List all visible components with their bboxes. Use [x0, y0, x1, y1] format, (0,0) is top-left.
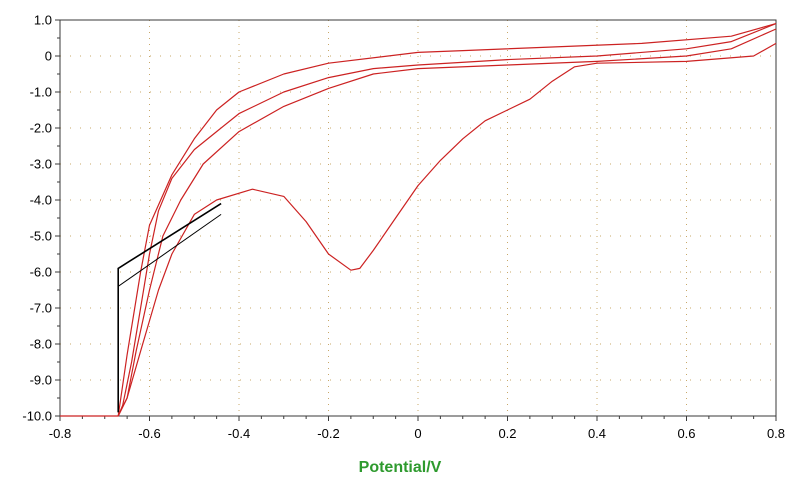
y-tick-label: -4.0	[30, 193, 52, 208]
artifact-line-1	[117, 202, 222, 413]
x-tick-labels: -0.8 -0.6 -0.4 -0.2 0 0.2 0.4 0.6 0.8	[49, 426, 785, 441]
y-tick-label: 0	[45, 49, 52, 64]
artifact-line-2	[117, 213, 222, 287]
y-tick-label: 1.0	[34, 13, 52, 28]
grid-lines	[60, 20, 776, 416]
x-tick-label: 0.8	[767, 426, 785, 441]
x-tick-label: 0.4	[588, 426, 606, 441]
y-tick-label: -5.0	[30, 229, 52, 244]
x-tick-label: -0.4	[228, 426, 250, 441]
y-tick-label: -10.0	[22, 409, 52, 424]
x-axis-title: Potential/V	[359, 459, 442, 476]
series-line-3	[117, 28, 777, 417]
x-tick-label: 0.6	[677, 426, 695, 441]
y-tick-label: -1.0	[30, 85, 52, 100]
x-tick-label: 0	[414, 426, 421, 441]
y-tick-label: -9.0	[30, 373, 52, 388]
y-tick-label: -6.0	[30, 265, 52, 280]
y-tick-label: -3.0	[30, 157, 52, 172]
series-line-1	[60, 23, 777, 417]
y-tick-label: -8.0	[30, 337, 52, 352]
y-tick-label: -2.0	[30, 121, 52, 136]
artifact-lines	[117, 202, 222, 413]
series-line-2	[117, 23, 777, 417]
x-tick-label: -0.6	[138, 426, 160, 441]
y-tick-labels: 1.0 0 -1.0 -2.0 -3.0 -4.0 -5.0 -6.0 -7.0 -8.0 -9.0…	[22, 13, 52, 424]
data-series	[60, 23, 777, 417]
axis-ticks	[55, 19, 777, 421]
series-line-4	[117, 42, 777, 417]
x-tick-label: -0.2	[317, 426, 339, 441]
x-tick-label: -0.8	[49, 426, 71, 441]
y-tick-label: -7.0	[30, 301, 52, 316]
x-tick-label: 0.2	[498, 426, 516, 441]
